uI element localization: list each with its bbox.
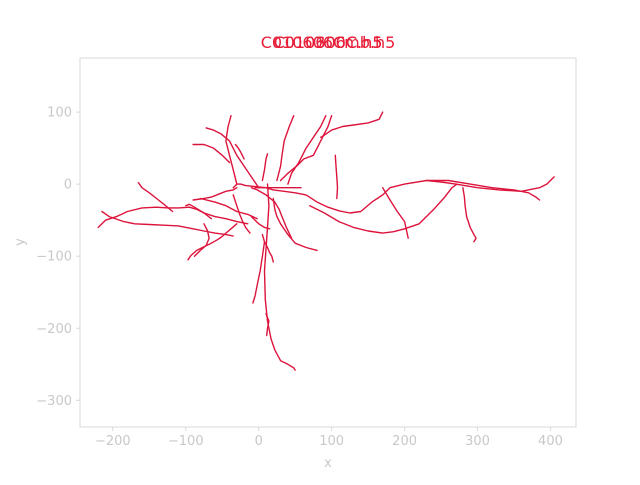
trace-line-6	[254, 179, 541, 214]
trace-line-1	[101, 210, 234, 237]
x-tick-label: −100	[168, 434, 204, 449]
x-tick-label: 0	[255, 434, 263, 449]
trace-line-19	[232, 194, 251, 234]
chart-title-0: C010600C.h5	[274, 33, 383, 52]
y-axis-label: y	[13, 238, 28, 246]
trace-line-29	[261, 153, 269, 182]
x-tick-label: 100	[319, 434, 344, 449]
trace-line-7	[425, 176, 555, 193]
chart-title-2: C010606Cmb.h5	[261, 33, 396, 52]
y-tick-label: 100	[47, 106, 72, 121]
x-axis-label: x	[324, 456, 332, 471]
y-tick-label: 0	[64, 178, 72, 193]
x-tick-label: 300	[465, 434, 490, 449]
trace-line-21	[279, 114, 333, 182]
x-tick-label: 200	[392, 434, 417, 449]
trace-line-22	[320, 111, 384, 139]
trace-line-31	[199, 197, 258, 220]
plot-frame	[79, 57, 577, 428]
trace-line-9	[382, 186, 409, 239]
trace-line-3	[185, 203, 213, 220]
trace-line-28	[276, 114, 295, 182]
trace-line-24	[205, 127, 260, 189]
trace-line-17	[192, 186, 238, 201]
trace-line-26	[192, 143, 231, 164]
trace-line-10	[462, 186, 477, 243]
x-tick-label: 400	[538, 434, 563, 449]
y-tick-label: −100	[36, 250, 72, 265]
y-tick-label: −200	[36, 322, 72, 337]
trace-line-16	[272, 197, 318, 252]
y-axis-ticks: 100 0 −100 −200 −300	[36, 106, 80, 409]
x-axis-ticks: −200 −100 0 100 200 300 400	[95, 427, 563, 449]
x-tick-label: −200	[95, 434, 131, 449]
trace-line-4	[187, 223, 238, 261]
trace-line-12	[263, 183, 296, 371]
trace-line-15	[261, 233, 274, 263]
trace-line-5	[193, 223, 210, 257]
trace-line-11	[250, 186, 293, 239]
chart-title-1: C010306C.h5	[274, 33, 383, 52]
trace-line-30	[250, 215, 271, 230]
trace-line-8	[309, 183, 458, 234]
series-layer	[97, 111, 555, 371]
trace-line-2	[137, 181, 174, 213]
trace-line-27	[234, 143, 245, 160]
y-tick-label: −300	[36, 394, 72, 409]
trace-line-20	[287, 114, 327, 185]
trace-line-25	[225, 114, 238, 185]
trace-line-0	[97, 206, 249, 229]
trace-line-23	[334, 154, 339, 200]
trace-line-14	[265, 313, 270, 337]
trace-line-13	[252, 241, 266, 304]
